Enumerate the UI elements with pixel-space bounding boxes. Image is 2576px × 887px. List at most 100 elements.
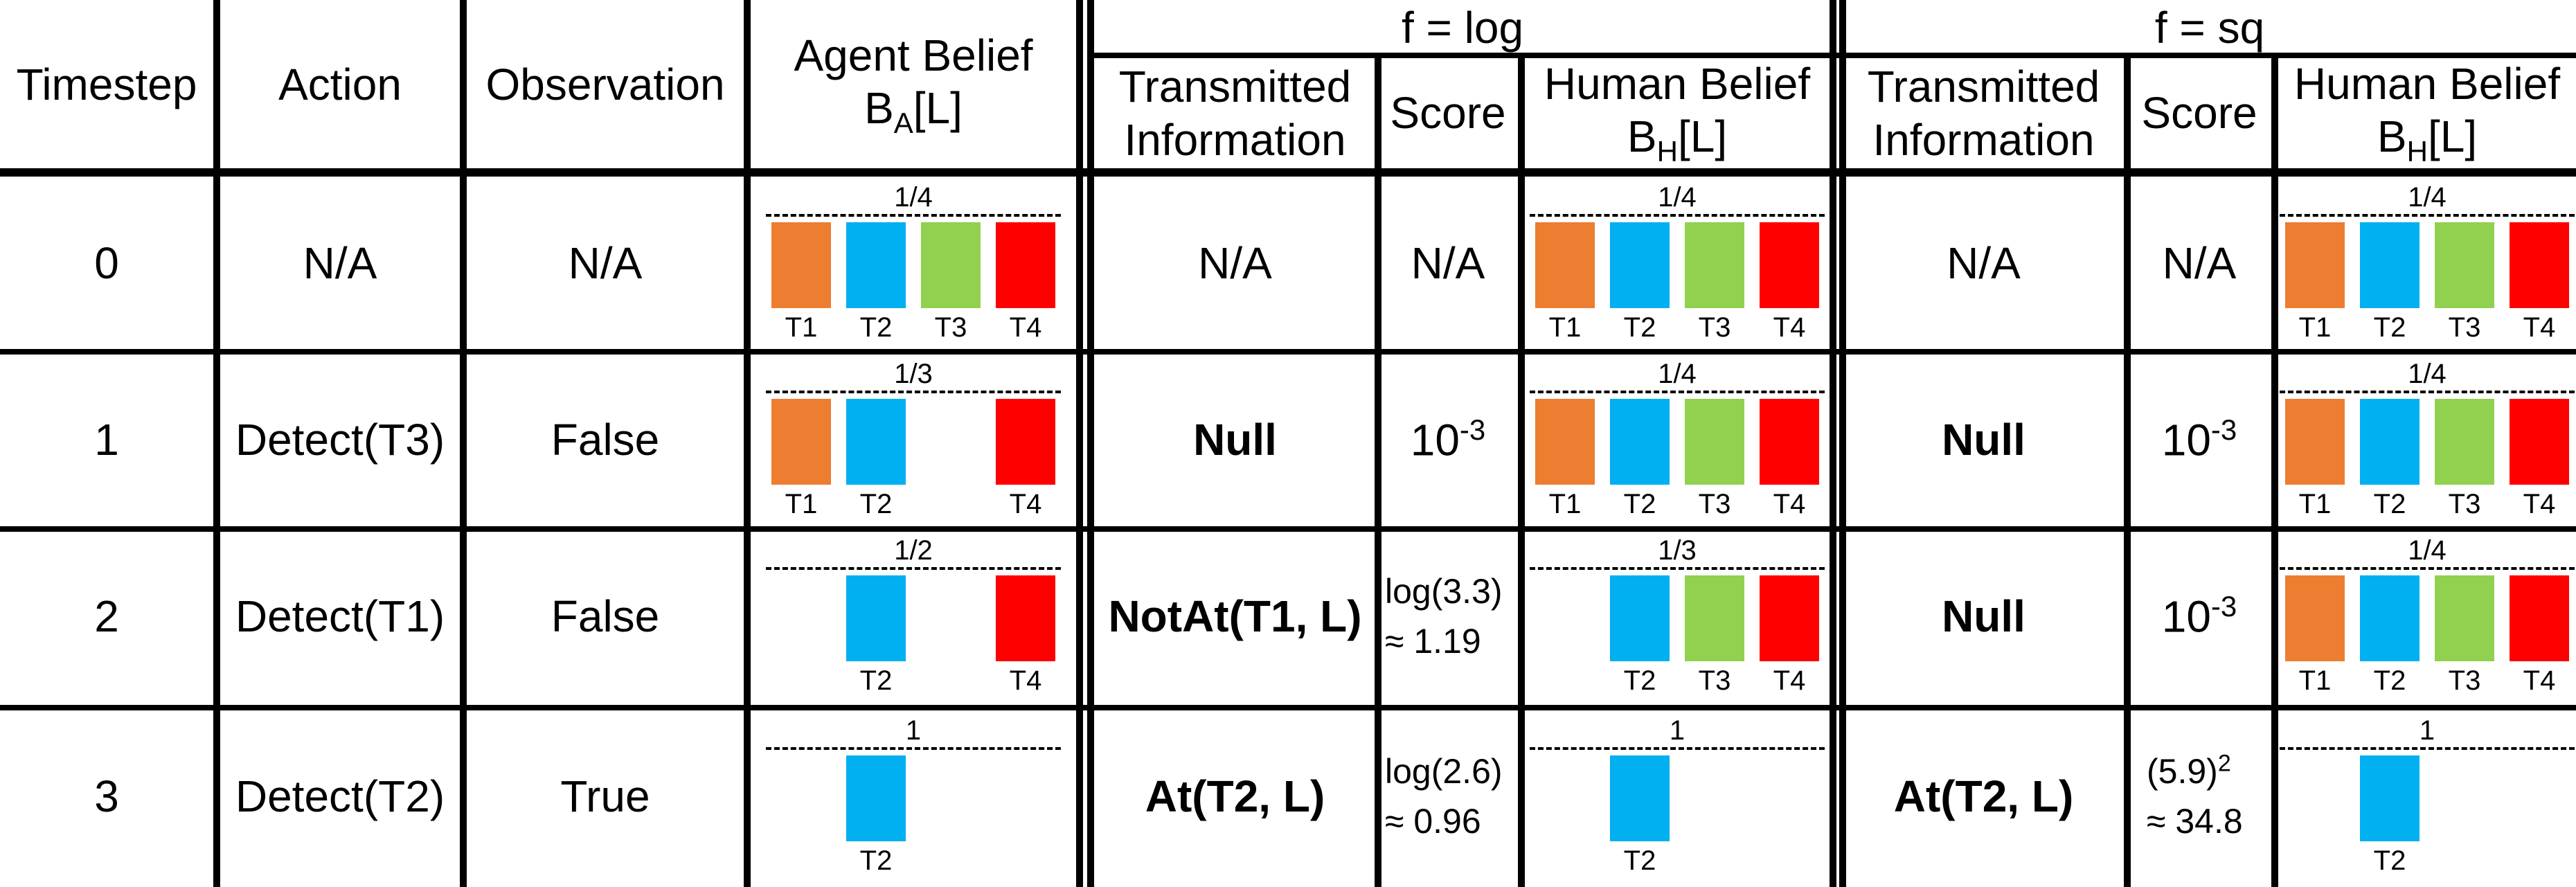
human-log-row2-bar-label-t2: T2: [1623, 665, 1656, 696]
timestep-cell: 0: [94, 238, 119, 288]
double-divider: [1830, 0, 1836, 887]
row-rule: [0, 349, 2576, 355]
human-log-row0-threshold-label: 1/4: [1658, 182, 1697, 213]
vertical-divider: [744, 0, 751, 887]
human-sq-row1-threshold-line: [2280, 391, 2575, 393]
human-log-row2-bar-label-t3: T3: [1698, 665, 1731, 696]
human-sq-row1-belief-chart: 1/4 T1 T2 T3 T4: [2278, 353, 2576, 526]
agent-row0-bar-t2: [846, 222, 906, 308]
observation-cell: False: [551, 591, 660, 641]
human-sq-row1-bar-label-t4: T4: [2523, 489, 2556, 519]
observation-cell: N/A: [568, 238, 643, 288]
human-log-row1-bar-t2: [1610, 399, 1670, 485]
agent-row0-bar-label-t2: T2: [859, 312, 893, 343]
human-sq-row1-bar-t4: [2510, 399, 2569, 485]
human-sq-row0-belief-chart: 1/4 T1 T2 T3 T4: [2278, 177, 2576, 350]
vertical-divider: [1518, 57, 1525, 887]
group-header-log: f = log: [1401, 2, 1524, 53]
header-action: Action: [278, 60, 402, 110]
human-log-row1-bar-t1: [1535, 399, 1595, 485]
human-log-row0-bar-label-t2: T2: [1623, 312, 1656, 343]
vertical-divider: [213, 0, 220, 887]
human-sq-row2-bar-label-t1: T1: [2298, 665, 2332, 696]
agent-row0-belief-chart: 1/4 T1 T2 T3 T4: [751, 177, 1076, 350]
observation-cell: True: [560, 771, 650, 821]
agent-belief-symbol: BA[L]: [864, 83, 963, 140]
score-value: N/A: [1411, 238, 1485, 288]
human-sq-row2-bar-t3: [2435, 575, 2494, 661]
human-sq-row0-bar-t4: [2510, 222, 2569, 308]
double-divider: [1839, 0, 1846, 887]
agent-row1-bar-t4: [996, 399, 1055, 485]
human-log-row1-bar-label-t4: T4: [1773, 489, 1806, 519]
timestep-cell: 2: [94, 591, 119, 641]
action-cell: N/A: [303, 238, 377, 288]
transmitted-info-sq: Null: [1942, 414, 2025, 465]
human-log-row0-bar-label-t4: T4: [1773, 312, 1806, 343]
score-approx: ≈ 34.8: [2147, 802, 2243, 841]
human-log-row0-belief-chart: 1/4 T1 T2 T3 T4: [1525, 177, 1830, 350]
human-log-row3-bar-label-t2: T2: [1623, 845, 1656, 876]
agent-row1-threshold-label: 1/3: [894, 359, 933, 389]
human-log-row0-bar-t4: [1760, 222, 1819, 308]
header-transmitted-log: Transmitted Information: [1118, 61, 1352, 165]
score-sq-row-2: 10-3: [2127, 530, 2271, 703]
human-sq-row0-bar-t3: [2435, 222, 2494, 308]
human-log-row1-bar-t3: [1685, 399, 1744, 485]
human-log-row1-bar-label-t3: T3: [1698, 489, 1731, 519]
human-sq-row1-bar-label-t1: T1: [2298, 489, 2332, 519]
human-log-row1-belief-chart: 1/4 T1 T2 T3 T4: [1525, 353, 1830, 526]
header-score-log: Score: [1390, 88, 1506, 138]
human-log-row2-bar-t2: [1610, 575, 1670, 661]
agent-row1-bar-label-t1: T1: [785, 489, 818, 519]
agent-row1-threshold-line: [766, 391, 1061, 393]
timestep-cell: 3: [94, 771, 119, 821]
header-human-belief-log: Human Belief BH[L]: [1544, 58, 1811, 168]
agent-row2-bar-label-t2: T2: [859, 665, 893, 696]
human-sq-row2-bar-label-t4: T4: [2523, 665, 2556, 696]
agent-row3-threshold-line: [766, 747, 1061, 750]
transmitted-info-sq: N/A: [1947, 238, 2021, 288]
agent-row0-bar-label-t3: T3: [934, 312, 967, 343]
human-log-row1-threshold-label: 1/4: [1658, 359, 1697, 389]
action-cell: Detect(T2): [235, 771, 445, 821]
agent-row0-bar-label-t4: T4: [1009, 312, 1042, 343]
human-sq-row2-threshold-label: 1/4: [2408, 535, 2447, 566]
group-rule-log: [1087, 53, 1839, 58]
agent-row2-bar-t4: [996, 575, 1055, 661]
agent-row1-bar-t1: [771, 399, 831, 485]
header-timestep: Timestep: [16, 60, 197, 110]
score-log-row-0: N/A: [1378, 177, 1518, 350]
agent-row2-bar-t2: [846, 575, 906, 661]
transmitted-info-log: N/A: [1198, 238, 1272, 288]
human-sq-row3-belief-chart: 1 T2: [2278, 710, 2576, 883]
score-base: 10: [1410, 415, 1460, 465]
score-base: (5.9): [2147, 751, 2218, 791]
header-observation: Observation: [485, 60, 725, 110]
human-log-row0-threshold-line: [1530, 214, 1825, 217]
action-cell: Detect(T3): [235, 414, 445, 465]
human-sq-row1-bar-t2: [2360, 399, 2420, 485]
human-sq-row1-bar-label-t2: T2: [2373, 489, 2406, 519]
human-sq-row1-bar-t1: [2285, 399, 2345, 485]
score-approx: ≈ 1.19: [1385, 622, 1481, 661]
human-sq-row2-bar-t4: [2510, 575, 2569, 661]
vertical-divider: [460, 0, 467, 887]
human-sq-row3-bar-t2: [2360, 755, 2420, 841]
transmitted-info-log: Null: [1193, 414, 1277, 465]
human-sq-row3-threshold-label: 1: [2419, 715, 2435, 746]
human-sq-row2-belief-chart: 1/4 T1 T2 T3 T4: [2278, 530, 2576, 703]
human-sq-row1-threshold-label: 1/4: [2408, 359, 2447, 389]
timestep-cell: 1: [94, 414, 119, 465]
human-sq-row0-bar-t1: [2285, 222, 2345, 308]
agent-row0-bar-t4: [996, 222, 1055, 308]
human-log-row0-bar-t3: [1685, 222, 1744, 308]
group-rule-sq: [1839, 53, 2576, 58]
human-log-row2-bar-t3: [1685, 575, 1744, 661]
human-sq-row3-threshold-line: [2280, 747, 2575, 750]
score-exponent: -3: [1459, 413, 1486, 446]
score-approx: ≈ 0.96: [1385, 802, 1481, 841]
score-base: 10: [2161, 415, 2211, 465]
human-log-row2-bar-t4: [1760, 575, 1819, 661]
score-sq-row-1: 10-3: [2127, 353, 2271, 526]
